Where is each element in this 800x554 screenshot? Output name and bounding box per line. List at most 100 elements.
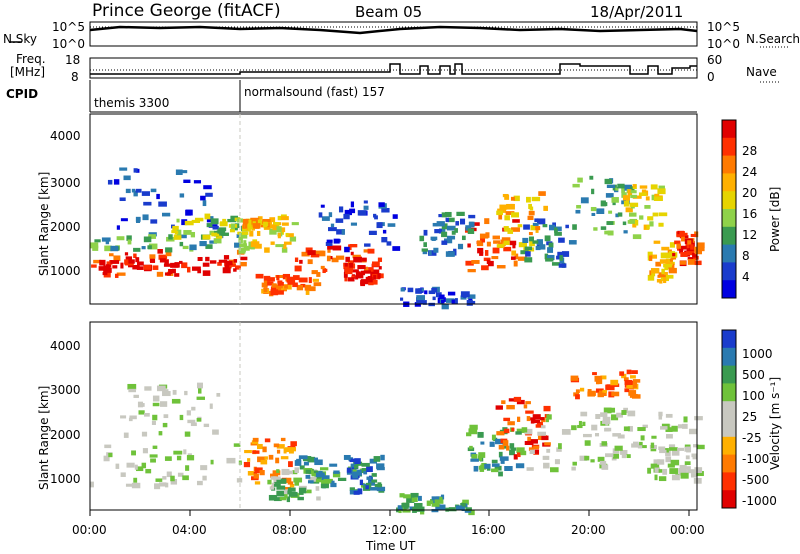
velocity-cell: [687, 469, 696, 474]
power-cell: [454, 298, 458, 304]
power-cell: [624, 184, 632, 191]
velocity-cell: [350, 463, 356, 468]
velocity-cell: [179, 414, 184, 421]
power-cell: [116, 272, 126, 276]
velocity-cell: [534, 449, 539, 454]
power-cell: [479, 252, 484, 256]
power-cell: [428, 290, 436, 295]
velocity-cell: [321, 475, 330, 480]
velocity-cell: [616, 412, 624, 418]
power-cell: [325, 241, 333, 246]
power-cell: [110, 260, 120, 264]
power-cell: [517, 224, 523, 228]
power-cell: [203, 185, 212, 190]
velocity-cell: [281, 468, 290, 475]
power-cell: [271, 283, 277, 288]
velocity-cell: [484, 463, 491, 469]
power-cell: [547, 247, 554, 253]
velocity-cell: [689, 428, 697, 435]
velocity-cell: [330, 480, 335, 485]
velocity-cell: [601, 464, 609, 470]
velocity-ytick-1000: 1000: [50, 472, 81, 486]
power-cell: [91, 264, 97, 268]
power-cell: [326, 239, 333, 243]
velocity-cell: [366, 466, 373, 473]
power-cell: [239, 243, 247, 248]
power-cell: [269, 277, 275, 282]
velocity-cell: [280, 456, 289, 460]
power-cell: [382, 229, 387, 234]
power-cell: [659, 279, 663, 284]
power-cell: [275, 274, 285, 278]
power-cell: [233, 268, 237, 272]
power-cell: [328, 227, 337, 232]
power-cell: [617, 183, 625, 189]
power-cell: [481, 236, 485, 243]
velocity-cell: [639, 445, 647, 449]
power-cell: [207, 216, 214, 221]
velocity-cell: [524, 440, 534, 446]
velocity-cell: [276, 469, 280, 473]
power-cell: [428, 250, 437, 256]
power-cell: [112, 265, 118, 269]
power-cell: [544, 253, 549, 260]
power-cell: [537, 218, 546, 225]
velocity-cell: [288, 461, 293, 468]
power-cell: [282, 222, 289, 226]
power-cell: [468, 296, 473, 302]
velocity-cell: [183, 449, 187, 455]
velocity-cell: [170, 475, 175, 482]
power-cell: [189, 244, 197, 251]
velocity-cell: [599, 460, 607, 465]
power-cell: [181, 262, 188, 269]
power-cell: [545, 258, 554, 262]
power-cell: [316, 272, 321, 277]
power-cell: [174, 273, 180, 277]
power-cbar-swatch: [722, 209, 736, 228]
power-cell: [531, 196, 541, 202]
power-cell: [400, 297, 404, 301]
power-cell: [233, 259, 238, 263]
power-cell: [147, 245, 152, 250]
power-cell: [506, 203, 515, 210]
velocity-cell: [502, 443, 508, 449]
velocity-cell: [550, 467, 559, 473]
velocity-cell: [503, 417, 511, 422]
velocity-cell: [268, 454, 274, 460]
power-cell: [487, 260, 494, 267]
velocity-cell: [247, 458, 251, 462]
power-cell: [245, 245, 255, 250]
velocity-cell: [135, 466, 144, 472]
velocity-cell: [681, 423, 688, 429]
noise-right-tick-bottom: 10^0: [707, 37, 740, 51]
power-cell: [504, 215, 510, 221]
power-cell: [360, 270, 366, 276]
velocity-cell: [523, 404, 528, 409]
velocity-cell: [481, 462, 487, 469]
velocity-cbar-swatch: [722, 330, 736, 349]
velocity-cell: [533, 445, 540, 450]
velocity-cell: [426, 500, 431, 506]
velocity-cell: [556, 447, 562, 452]
power-cbar-swatch: [722, 155, 736, 174]
power-cell: [197, 256, 203, 262]
power-cell: [465, 225, 472, 231]
velocity-cell: [651, 435, 657, 439]
power-cell: [577, 177, 583, 183]
velocity-cell: [154, 483, 161, 490]
power-cell: [690, 233, 697, 238]
power-cell: [205, 192, 213, 197]
velocity-cell: [515, 463, 525, 469]
power-cell: [591, 188, 595, 195]
velocity-cell: [535, 424, 544, 428]
power-cell: [292, 282, 298, 288]
power-cell: [565, 224, 569, 229]
power-cell: [534, 218, 539, 222]
velocity-cell: [149, 454, 158, 458]
velocity-cell: [376, 486, 386, 492]
velocity-cell: [696, 444, 705, 450]
power-cell: [532, 222, 539, 226]
velocity-cell: [187, 419, 196, 424]
power-cell: [630, 190, 637, 194]
power-cell: [194, 217, 204, 222]
